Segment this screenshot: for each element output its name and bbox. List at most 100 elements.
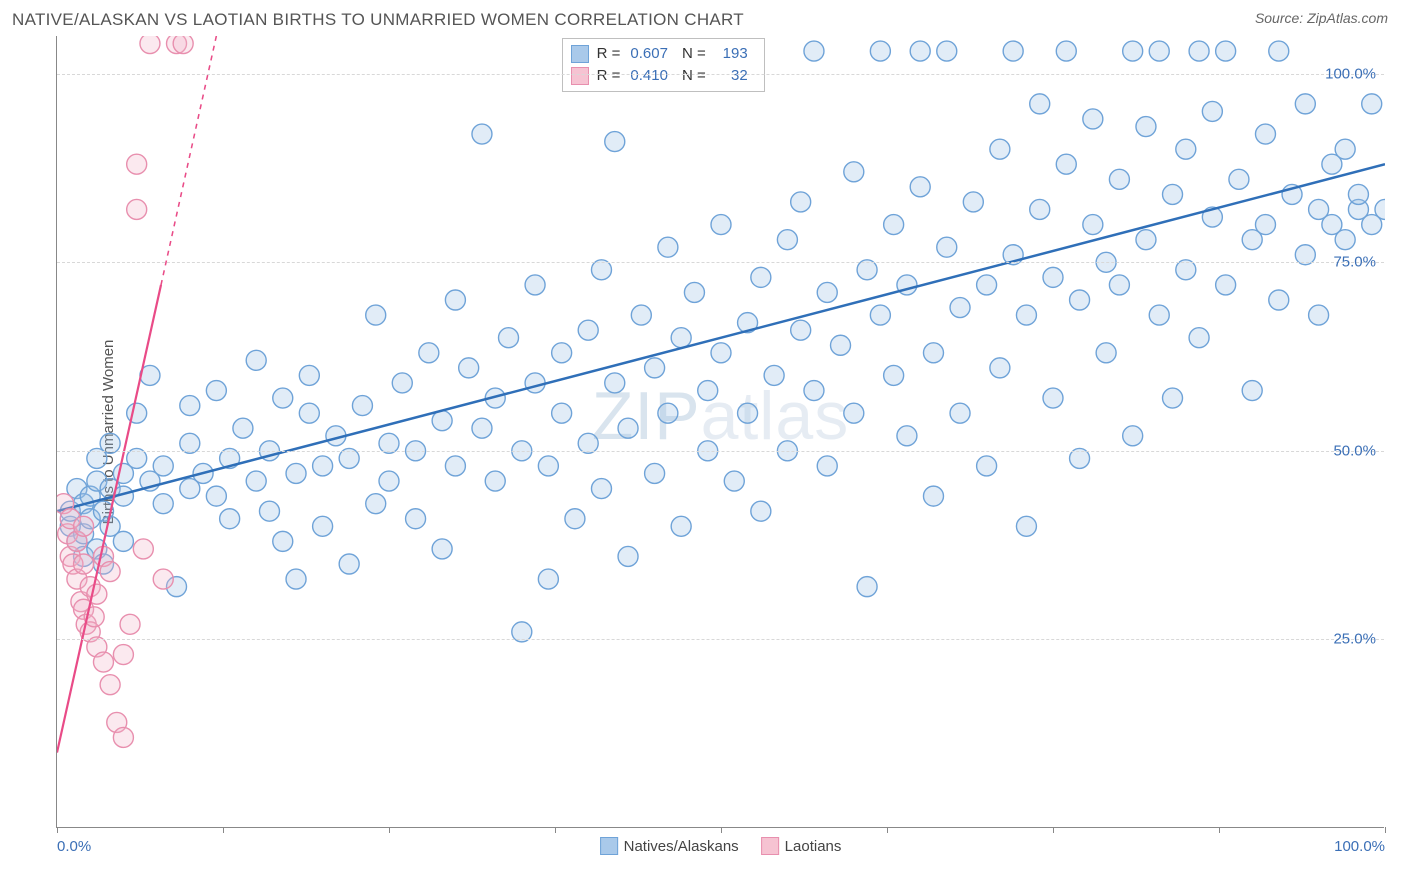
- data-point-natives_alaskans: [406, 509, 426, 529]
- data-point-natives_alaskans: [153, 494, 173, 514]
- data-point-natives_alaskans: [1043, 267, 1063, 287]
- data-point-natives_alaskans: [127, 403, 147, 423]
- y-tick-label: 50.0%: [1333, 442, 1376, 459]
- data-point-natives_alaskans: [392, 373, 412, 393]
- data-point-natives_alaskans: [671, 328, 691, 348]
- data-point-natives_alaskans: [1242, 381, 1262, 401]
- data-point-natives_alaskans: [1136, 117, 1156, 137]
- chart-container: Births to Unmarried Women ZIPatlas R =0.…: [12, 36, 1394, 828]
- data-point-natives_alaskans: [1362, 94, 1382, 114]
- x-tick: [721, 827, 722, 833]
- data-point-natives_alaskans: [977, 456, 997, 476]
- data-point-natives_alaskans: [339, 554, 359, 574]
- data-point-natives_alaskans: [751, 501, 771, 521]
- data-point-natives_alaskans: [459, 358, 479, 378]
- x-tick: [389, 827, 390, 833]
- data-point-natives_alaskans: [645, 358, 665, 378]
- data-point-natives_alaskans: [286, 569, 306, 589]
- data-point-natives_alaskans: [313, 516, 333, 536]
- data-point-natives_alaskans: [591, 479, 611, 499]
- data-point-laotians: [74, 516, 94, 536]
- data-point-natives_alaskans: [1163, 184, 1183, 204]
- data-point-natives_alaskans: [870, 41, 890, 61]
- legend-item: Natives/Alaskans: [600, 837, 739, 855]
- data-point-natives_alaskans: [645, 463, 665, 483]
- data-point-natives_alaskans: [884, 215, 904, 235]
- data-point-natives_alaskans: [1229, 169, 1249, 189]
- data-point-natives_alaskans: [764, 365, 784, 385]
- gridline: [57, 639, 1384, 640]
- data-point-natives_alaskans: [352, 396, 372, 416]
- data-point-laotians: [173, 36, 193, 54]
- gridline: [57, 451, 1384, 452]
- data-point-natives_alaskans: [1216, 41, 1236, 61]
- data-point-natives_alaskans: [804, 381, 824, 401]
- data-point-natives_alaskans: [990, 358, 1010, 378]
- data-point-natives_alaskans: [180, 396, 200, 416]
- data-point-natives_alaskans: [605, 373, 625, 393]
- data-point-natives_alaskans: [366, 305, 386, 325]
- data-point-natives_alaskans: [1163, 388, 1183, 408]
- data-point-natives_alaskans: [937, 41, 957, 61]
- data-point-natives_alaskans: [286, 463, 306, 483]
- data-point-natives_alaskans: [379, 471, 399, 491]
- data-point-natives_alaskans: [923, 343, 943, 363]
- data-point-natives_alaskans: [445, 456, 465, 476]
- stats-row: R =0.607N =193: [571, 43, 754, 65]
- data-point-natives_alaskans: [884, 365, 904, 385]
- data-point-laotians: [74, 554, 94, 574]
- data-point-natives_alaskans: [246, 471, 266, 491]
- data-point-natives_alaskans: [1149, 41, 1169, 61]
- data-point-natives_alaskans: [432, 539, 452, 559]
- data-point-natives_alaskans: [658, 403, 678, 423]
- x-tick: [57, 827, 58, 833]
- stat-n-value: 32: [716, 65, 748, 87]
- data-point-natives_alaskans: [1149, 305, 1169, 325]
- data-point-natives_alaskans: [273, 388, 293, 408]
- chart-title: NATIVE/ALASKAN VS LAOTIAN BIRTHS TO UNMA…: [12, 10, 744, 30]
- data-point-natives_alaskans: [724, 471, 744, 491]
- data-point-natives_alaskans: [525, 373, 545, 393]
- plot-area: ZIPatlas R =0.607N =193R =0.410N =32 Nat…: [56, 36, 1384, 828]
- data-point-natives_alaskans: [445, 290, 465, 310]
- data-point-natives_alaskans: [711, 343, 731, 363]
- data-point-natives_alaskans: [1096, 343, 1116, 363]
- data-point-natives_alaskans: [777, 230, 797, 250]
- x-tick: [1053, 827, 1054, 833]
- data-point-natives_alaskans: [1255, 215, 1275, 235]
- data-point-natives_alaskans: [538, 569, 558, 589]
- data-point-natives_alaskans: [711, 215, 731, 235]
- data-point-natives_alaskans: [1109, 169, 1129, 189]
- data-point-natives_alaskans: [472, 418, 492, 438]
- data-point-natives_alaskans: [472, 124, 492, 144]
- data-point-natives_alaskans: [1030, 94, 1050, 114]
- data-point-natives_alaskans: [831, 335, 851, 355]
- data-point-laotians: [127, 199, 147, 219]
- stats-row: R =0.410N =32: [571, 65, 754, 87]
- data-point-laotians: [133, 539, 153, 559]
- data-point-natives_alaskans: [791, 320, 811, 340]
- data-point-natives_alaskans: [605, 132, 625, 152]
- data-point-natives_alaskans: [950, 298, 970, 318]
- data-point-natives_alaskans: [1030, 199, 1050, 219]
- data-point-natives_alaskans: [738, 403, 758, 423]
- data-point-natives_alaskans: [950, 403, 970, 423]
- legend-swatch: [761, 837, 779, 855]
- y-tick-label: 75.0%: [1333, 254, 1376, 271]
- legend-label: Laotians: [785, 838, 842, 855]
- legend-swatch: [571, 67, 589, 85]
- data-point-natives_alaskans: [1189, 328, 1209, 348]
- data-point-natives_alaskans: [817, 282, 837, 302]
- data-point-natives_alaskans: [220, 509, 240, 529]
- data-point-natives_alaskans: [538, 456, 558, 476]
- stat-r-value: 0.607: [630, 43, 668, 65]
- data-point-natives_alaskans: [1255, 124, 1275, 144]
- data-point-natives_alaskans: [246, 350, 266, 370]
- data-point-natives_alaskans: [233, 418, 253, 438]
- data-point-natives_alaskans: [684, 282, 704, 302]
- source-label: Source: ZipAtlas.com: [1255, 10, 1388, 26]
- data-point-natives_alaskans: [1083, 109, 1103, 129]
- data-point-natives_alaskans: [1016, 516, 1036, 536]
- data-point-natives_alaskans: [1016, 305, 1036, 325]
- data-point-natives_alaskans: [499, 328, 519, 348]
